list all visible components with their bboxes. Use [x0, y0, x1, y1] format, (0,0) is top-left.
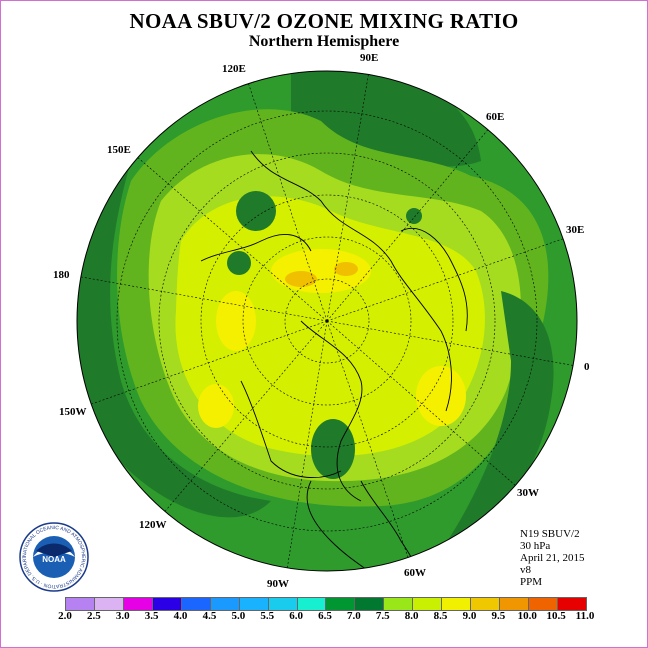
color-scale-segment — [66, 598, 95, 610]
color-scale-segment — [123, 598, 153, 610]
color-scale-tick-label: 4.5 — [202, 610, 217, 622]
lon-label-120w: 120W — [139, 519, 167, 531]
color-scale-tick-label: 9.0 — [462, 610, 477, 622]
yellow-patch-atlantic — [416, 366, 466, 426]
map-boundary — [76, 70, 578, 572]
color-scale-tick-label: 3.0 — [115, 610, 130, 622]
color-scale-tick-label: 10.5 — [546, 610, 566, 622]
color-scale-tick-label: 8.0 — [404, 610, 419, 622]
dark-green-outer-east — [441, 291, 554, 551]
yellow-patch-pacific — [198, 384, 234, 428]
color-scale-segment — [152, 598, 182, 610]
color-scale-segment — [355, 598, 385, 610]
color-scale-tick-label: 10.0 — [517, 610, 537, 622]
color-scale-segment — [239, 598, 269, 610]
color-scale-segment — [326, 598, 356, 610]
dark-low-europe — [406, 208, 422, 224]
color-scale-tick-label: 2.0 — [58, 610, 72, 622]
meridians — [77, 71, 577, 571]
color-scale-tick-label: 6.5 — [318, 610, 332, 622]
color-scale-tick-label: 2.5 — [87, 610, 101, 622]
color-scale-tick-label: 11.0 — [575, 610, 595, 622]
color-scale-segment — [529, 598, 558, 610]
lon-label-150e: 150E — [107, 144, 131, 156]
lon-label-30e: 30E — [566, 224, 585, 236]
color-scale-segment — [557, 598, 586, 610]
color-scale-segment — [94, 598, 124, 610]
noaa-logo: NATIONAL OCEANIC AND ATMOSPHERIC ADMINIS… — [18, 521, 89, 592]
color-scale-segment — [471, 598, 501, 610]
color-scale-tick-label: 3.5 — [144, 610, 159, 622]
version-label: v8 — [520, 564, 531, 576]
instrument-label: N19 SBUV/2 — [520, 528, 580, 540]
dark-low-siberia — [236, 191, 276, 231]
lon-label-0: 0 — [584, 361, 590, 373]
color-scale-segment — [413, 598, 443, 610]
color-scale-segment — [181, 598, 211, 610]
units-label: PPM — [520, 576, 543, 588]
dark-low-usa — [311, 419, 355, 479]
color-scale-segment — [384, 598, 414, 610]
color-scale-tick-label: 4.0 — [173, 610, 188, 622]
color-scale-segment — [500, 598, 529, 610]
color-scale-segment — [442, 598, 472, 610]
dark-green-outer-west — [77, 161, 271, 518]
color-scale-tick-label: 7.5 — [375, 610, 390, 622]
date-label: April 21, 2015 — [520, 552, 585, 564]
color-scale-tick-label: 9.5 — [491, 610, 506, 622]
lon-label-90w: 90W — [267, 578, 289, 590]
logo-noaa-text: NOAA — [42, 555, 66, 564]
color-scale-tick-label: 5.5 — [260, 610, 275, 622]
lon-label-60e: 60E — [486, 111, 505, 123]
orange-max-1 — [285, 271, 317, 287]
color-scale-segment — [210, 598, 240, 610]
lon-label-120e: 120E — [222, 63, 246, 75]
lon-label-90e: 90E — [360, 52, 379, 64]
lon-label-150w: 150W — [59, 406, 87, 418]
color-scale-bar — [65, 597, 587, 611]
orange-max-2 — [334, 262, 358, 276]
color-scale-tick-label: 8.5 — [433, 610, 448, 622]
dark-low-east — [227, 251, 251, 275]
color-scale-tick-label: 7.0 — [347, 610, 361, 622]
color-scale-tick-label: 6.0 — [289, 610, 303, 622]
map-subtitle: Northern Hemisphere — [248, 33, 400, 50]
yellow-patch-west — [216, 291, 256, 351]
coastlines — [200, 150, 468, 571]
map-title: NOAA SBUV/2 OZONE MIXING RATIO — [129, 9, 519, 33]
metadata-block: N19 SBUV/2 30 hPa April 21, 2015 v8 PPM — [520, 528, 584, 588]
color-scale-segment — [297, 598, 327, 610]
color-scale-labels: 2.0 2.5 3.0 3.5 4.0 4.5 5.0 5.5 6.0 6.5 7.0 7.5 8.0 8… — [1, 610, 647, 624]
lon-label-180: 180 — [53, 269, 70, 281]
lon-label-30w: 30W — [517, 487, 539, 499]
yellow-green-core — [175, 196, 485, 457]
latitude-circles — [116, 110, 538, 532]
lon-label-60w: 60W — [404, 567, 426, 579]
color-scale-tick-label: 5.0 — [231, 610, 246, 622]
pressure-level-label: 30 hPa — [520, 540, 551, 552]
color-scale-segment — [268, 598, 298, 610]
